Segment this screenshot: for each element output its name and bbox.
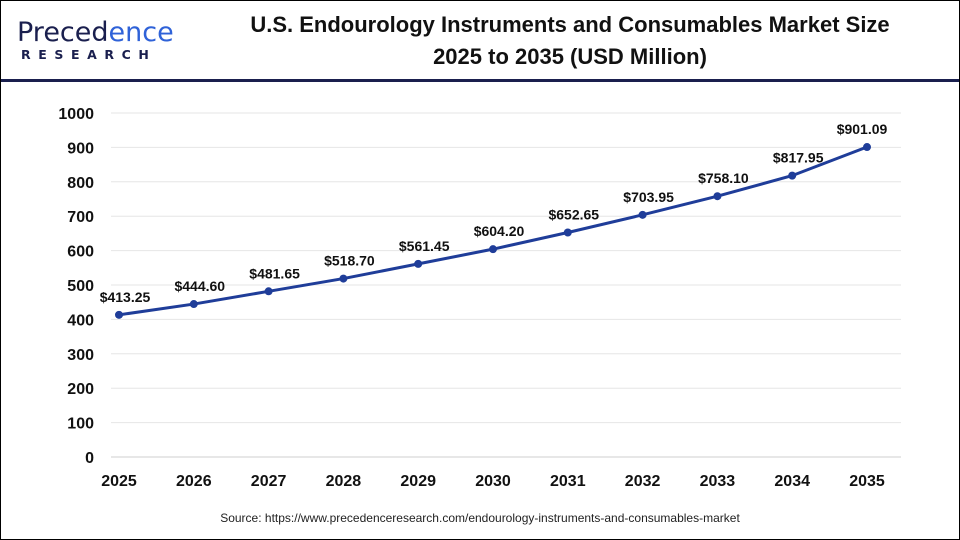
data-point [563,228,572,237]
y-tick-label: 300 [67,347,94,364]
data-point [115,310,123,319]
y-tick-label: 100 [67,416,94,433]
logo-subtext: RESEARCH [21,47,157,62]
chart-title: U.S. Endourology Instruments and Consuma… [191,9,949,73]
x-tick-label: 2029 [400,473,436,490]
y-tick-label: 400 [67,312,94,329]
data-point [339,274,348,283]
x-tick-label: 2033 [700,473,736,490]
x-tick-label: 2034 [774,473,810,490]
y-tick-label: 900 [67,140,94,157]
data-label: $518.70 [324,253,375,269]
data-label: $703.95 [623,189,674,205]
data-label: $652.65 [548,206,599,222]
data-point [713,192,722,201]
x-tick-label: 2032 [625,473,661,490]
data-label: $758.10 [698,170,749,186]
data-point [863,143,871,152]
x-tick-label: 2026 [176,473,212,490]
header: Precedence RESEARCH U.S. Endourology Ins… [1,1,959,82]
logo-wordmark: Precedence [17,17,174,48]
y-tick-label: 600 [67,244,94,261]
y-tick-label: 700 [67,209,94,226]
y-tick-label: 0 [85,450,94,467]
y-tick-label: 800 [67,175,94,192]
data-label: $604.20 [474,223,525,239]
x-tick-label: 2027 [251,473,287,490]
data-label: $817.95 [773,150,824,166]
chart-title-line1: U.S. Endourology Instruments and Consuma… [250,12,890,37]
chart-title-line2: 2025 to 2035 (USD Million) [433,44,707,69]
y-tick-label: 200 [67,381,94,398]
y-tick-label: 500 [67,278,94,295]
data-point [189,300,198,309]
precedence-research-logo: Precedence RESEARCH [17,17,174,63]
data-label: $901.09 [837,121,888,137]
data-label: $444.60 [174,278,225,294]
data-label: $481.65 [249,265,300,281]
y-tick-label: 1000 [58,106,94,123]
x-tick-label: 2035 [849,473,885,490]
line-chart: 0 100 200 300 400 500 600 700 800 900 1000 2025 2026… [58,106,901,490]
x-tick-label: 2025 [101,473,137,490]
data-point [264,287,273,296]
x-tick-label: 2030 [475,473,511,490]
data-point [489,245,497,254]
source-note: Source: https://www.precedenceresearch.c… [220,511,740,525]
data-point [788,171,797,180]
data-label: $413.25 [100,289,151,305]
x-tick-label: 2031 [550,473,586,490]
data-point [638,210,647,219]
data-label: $561.45 [399,238,450,254]
data-point [414,259,423,268]
x-tick-label: 2028 [326,473,362,490]
